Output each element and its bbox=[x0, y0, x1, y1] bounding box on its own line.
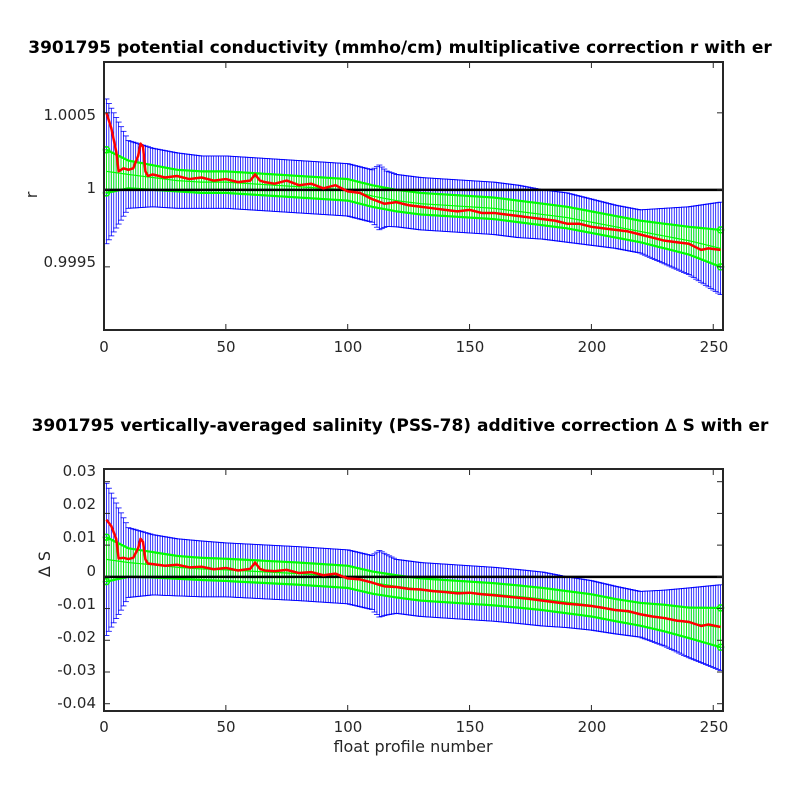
y-tick-label: 1 bbox=[86, 179, 96, 197]
profile-correction-line bbox=[105, 518, 721, 629]
fit-lower-line bbox=[106, 187, 721, 268]
fit-upper-line bbox=[105, 148, 721, 231]
x-tick-label: 150 bbox=[456, 338, 485, 356]
x-tick-label: 200 bbox=[578, 338, 607, 356]
y-tick-label: 0.9995 bbox=[44, 253, 97, 271]
x-tick-label: 100 bbox=[334, 338, 363, 356]
x-tick-label: 50 bbox=[216, 718, 235, 736]
y-tick-label: -0.02 bbox=[57, 628, 96, 646]
y-tick-label: 0 bbox=[86, 562, 96, 580]
fit-lower-line bbox=[106, 575, 721, 649]
x-axis-label: float profile number bbox=[333, 737, 493, 756]
x-tick-label: 250 bbox=[700, 718, 729, 736]
salinity-correction-panel: 3901795 vertically-averaged salinity (PS… bbox=[32, 416, 769, 756]
plot-area bbox=[102, 62, 725, 330]
chart-title: 3901795 potential conductivity (mmho/cm)… bbox=[28, 38, 772, 58]
fit-line bbox=[106, 170, 721, 249]
y-tick-label: -0.03 bbox=[57, 661, 96, 679]
y-tick-label: 1.0005 bbox=[44, 106, 97, 124]
plot-area bbox=[102, 469, 725, 711]
x-tick-label: 150 bbox=[456, 718, 485, 736]
x-tick-label: 100 bbox=[334, 718, 363, 736]
y-axis-label: ∆ S bbox=[35, 551, 54, 578]
y-axis-label: r bbox=[22, 191, 41, 198]
x-tick-label: 0 bbox=[99, 718, 109, 736]
y-tick-label: 0.03 bbox=[63, 462, 96, 480]
x-tick-label: 0 bbox=[99, 338, 109, 356]
x-tick-label: 250 bbox=[700, 338, 729, 356]
chart-title: 3901795 vertically-averaged salinity (PS… bbox=[32, 416, 769, 436]
y-tick-label: -0.04 bbox=[57, 694, 96, 712]
profile-correction-line bbox=[105, 112, 721, 252]
x-tick-label: 50 bbox=[216, 338, 235, 356]
y-tick-label: 0.01 bbox=[63, 528, 96, 546]
axes-box bbox=[103, 61, 724, 331]
axes-box bbox=[103, 468, 724, 712]
y-tick-label: 0.02 bbox=[63, 495, 96, 513]
y-tick-label: -0.01 bbox=[57, 595, 96, 613]
x-tick-label: 200 bbox=[578, 718, 607, 736]
conductivity-correction-panel: 3901795 potential conductivity (mmho/cm)… bbox=[22, 38, 772, 356]
